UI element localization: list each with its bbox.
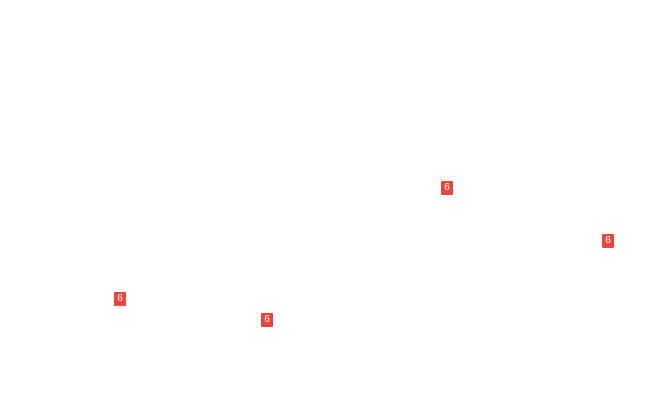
badge-marker[interactable]: 6 [261,313,273,327]
badge-marker[interactable]: 6 [602,234,614,248]
badge-marker[interactable]: 6 [114,292,126,306]
badge-marker[interactable]: 6 [441,181,453,195]
